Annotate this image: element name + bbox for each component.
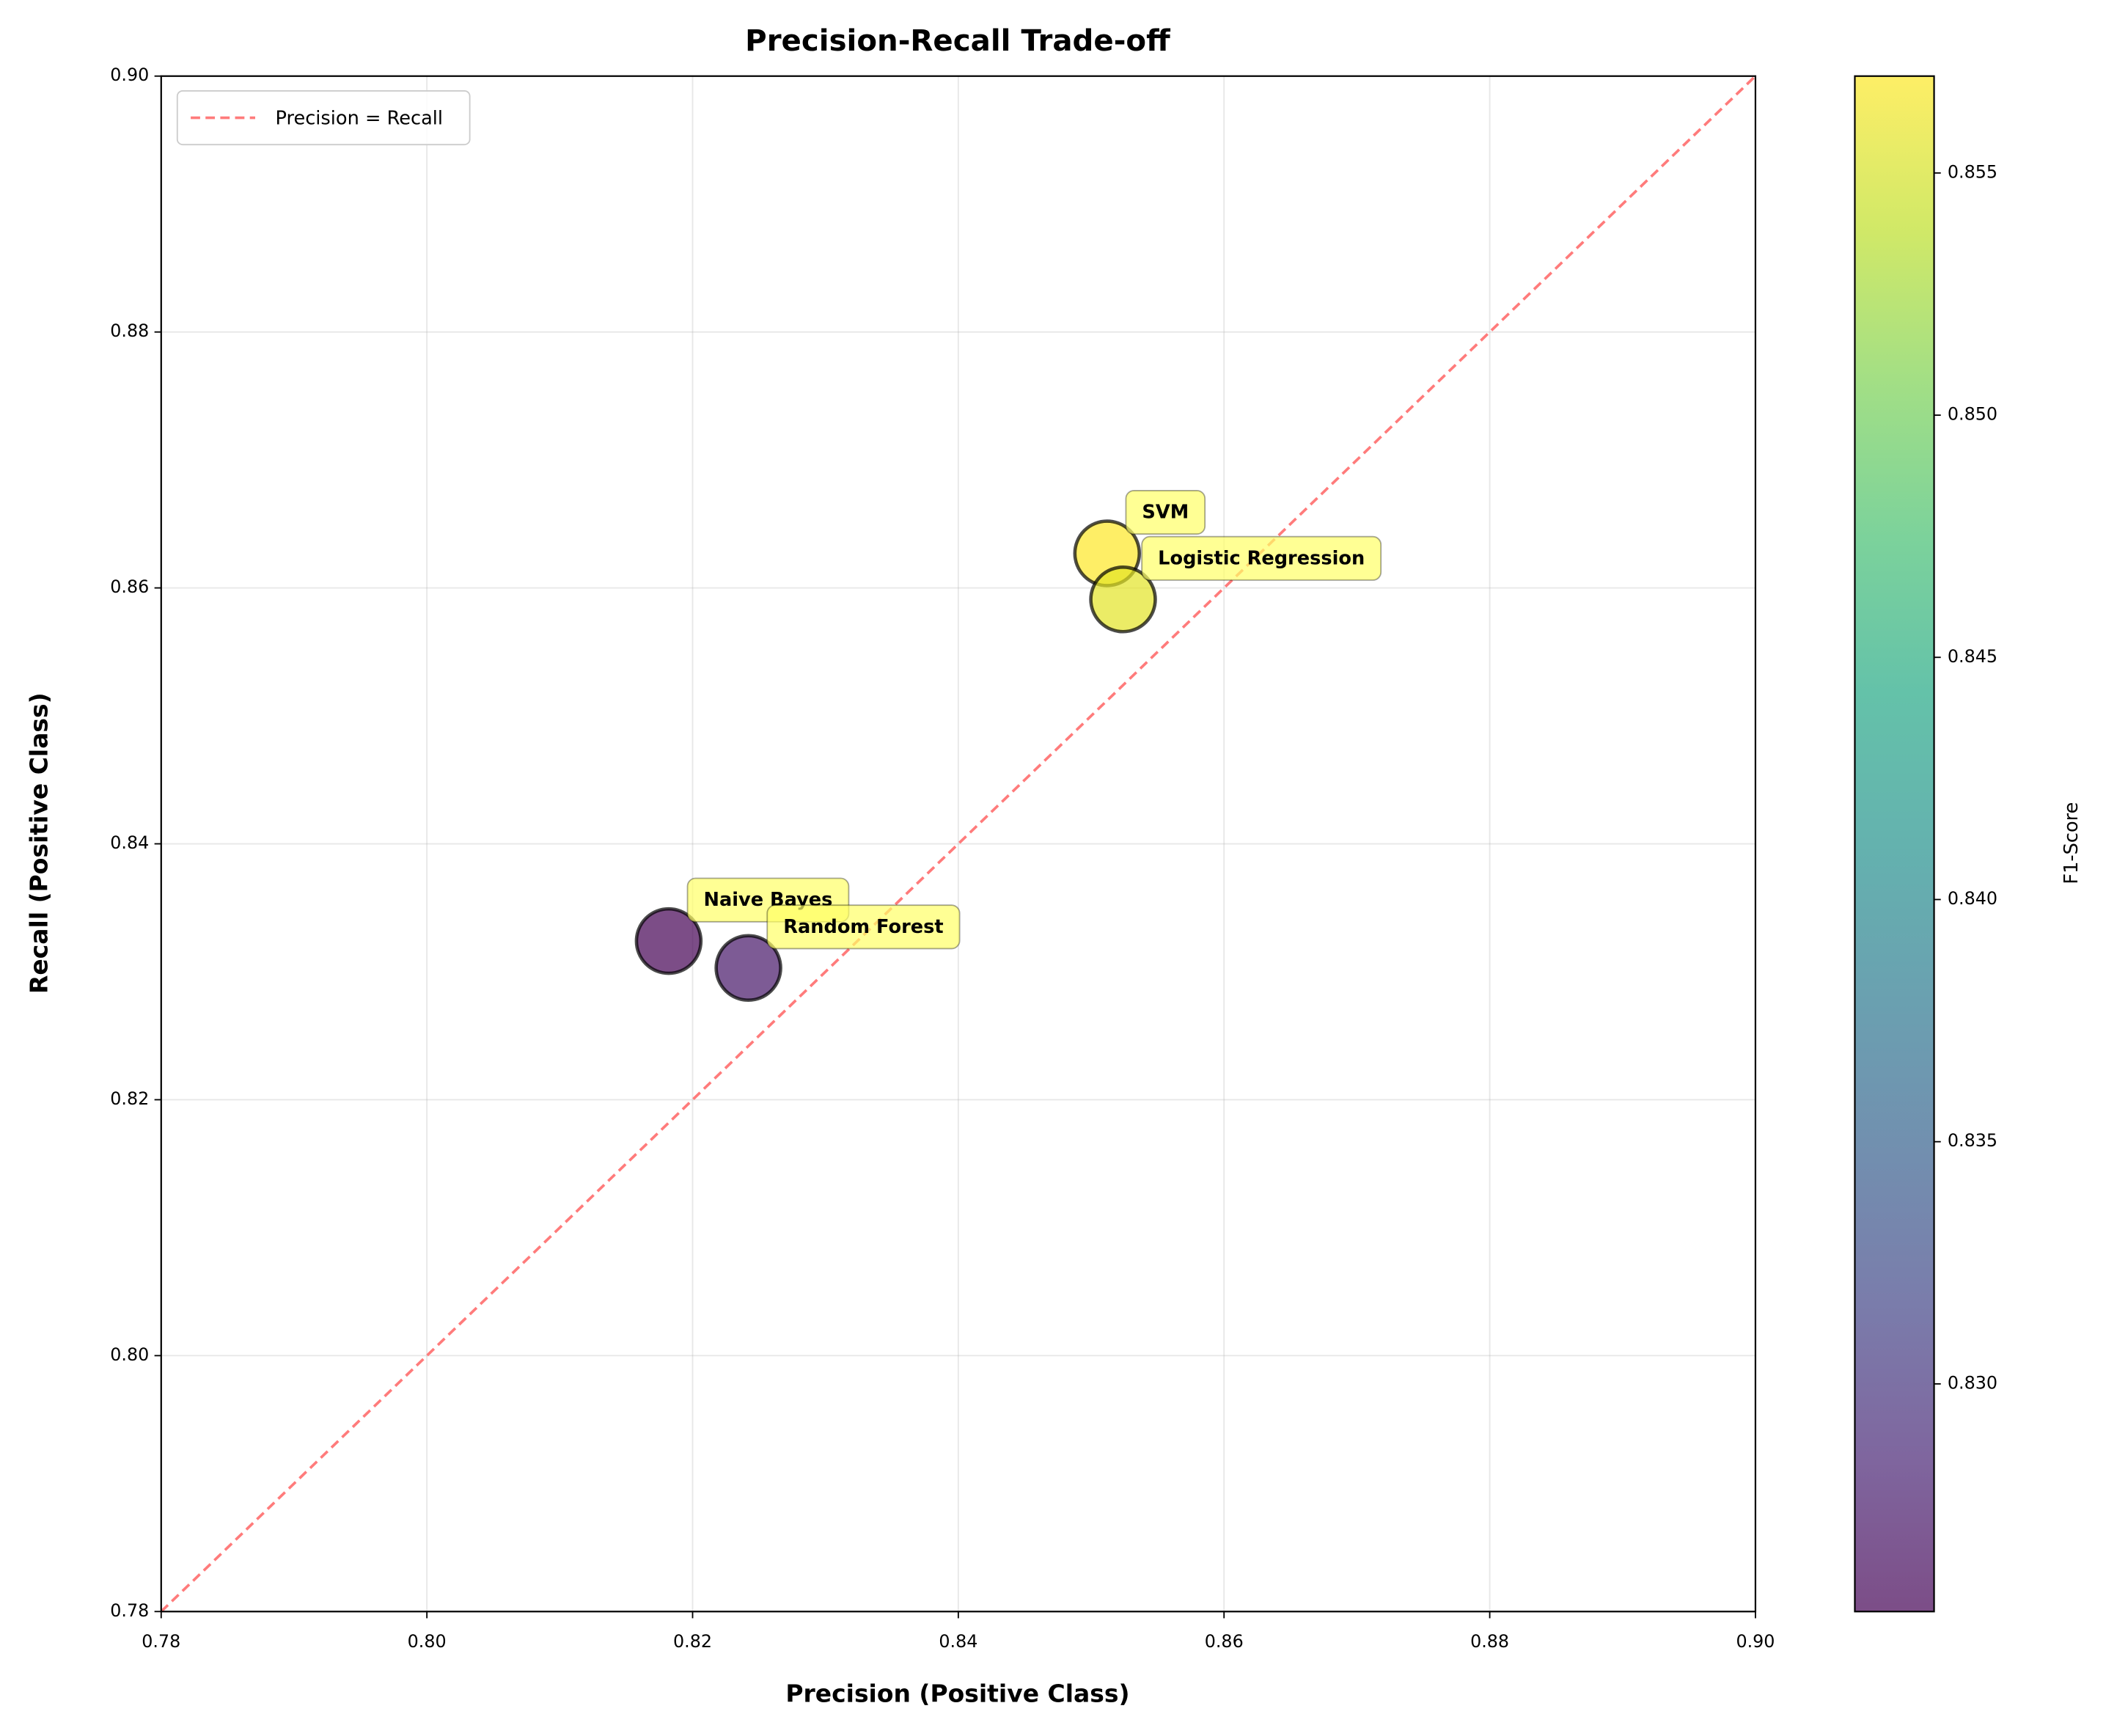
x-tick-label: 0.88 bbox=[1470, 1631, 1509, 1652]
x-tick-label: 0.80 bbox=[408, 1631, 447, 1652]
y-tick-label: 0.88 bbox=[110, 321, 149, 341]
colorbar-tick-label: 0.855 bbox=[1948, 161, 1997, 182]
x-tick-label: 0.86 bbox=[1205, 1631, 1244, 1652]
annotation: Random Forest bbox=[766, 904, 961, 950]
legend-box bbox=[176, 89, 471, 146]
data-point bbox=[1089, 565, 1157, 634]
colorbar-tick-label: 0.840 bbox=[1948, 888, 1997, 909]
y-tick-label: 0.82 bbox=[110, 1088, 149, 1109]
colorbar-tick-label: 0.850 bbox=[1948, 404, 1997, 425]
annotation-label: Logistic Regression bbox=[1158, 547, 1365, 569]
x-tick-label: 0.84 bbox=[939, 1631, 977, 1652]
plot-frame bbox=[160, 75, 1757, 1613]
data-point bbox=[714, 934, 782, 1003]
data-point bbox=[634, 907, 703, 975]
colorbar-tick-label: 0.835 bbox=[1948, 1130, 1997, 1151]
x-tick-label: 0.90 bbox=[1736, 1631, 1775, 1652]
y-tick-label: 0.90 bbox=[110, 65, 149, 85]
annotation-label: SVM bbox=[1142, 502, 1189, 524]
annotation-box bbox=[766, 904, 961, 950]
annotation-label: Random Forest bbox=[783, 916, 943, 938]
colorbar-tick-label: 0.830 bbox=[1948, 1372, 1997, 1393]
colorbar-label: F1-Score bbox=[2061, 802, 2083, 885]
y-tick-label: 0.78 bbox=[110, 1600, 149, 1621]
annotation-box bbox=[1125, 489, 1206, 535]
y-axis-label: Recall (Positive Class) bbox=[24, 692, 53, 994]
y-tick-label: 0.84 bbox=[110, 832, 149, 853]
colorbar-tick-label: 0.845 bbox=[1948, 646, 1997, 667]
annotation: Logistic Regression bbox=[1141, 535, 1382, 581]
x-axis-label: Precision (Positive Class) bbox=[785, 1679, 1129, 1707]
x-tick-label: 0.78 bbox=[142, 1631, 180, 1652]
chart-title: Precision-Recall Trade-off bbox=[745, 23, 1170, 58]
annotation-box bbox=[1141, 535, 1382, 581]
y-tick-label: 0.80 bbox=[110, 1344, 149, 1365]
y-tick-label: 0.86 bbox=[110, 576, 149, 597]
x-tick-label: 0.82 bbox=[673, 1631, 712, 1652]
colorbar bbox=[1854, 75, 1935, 1613]
annotation: SVM bbox=[1125, 489, 1206, 535]
legend-label: Precision = Recall bbox=[275, 107, 443, 129]
